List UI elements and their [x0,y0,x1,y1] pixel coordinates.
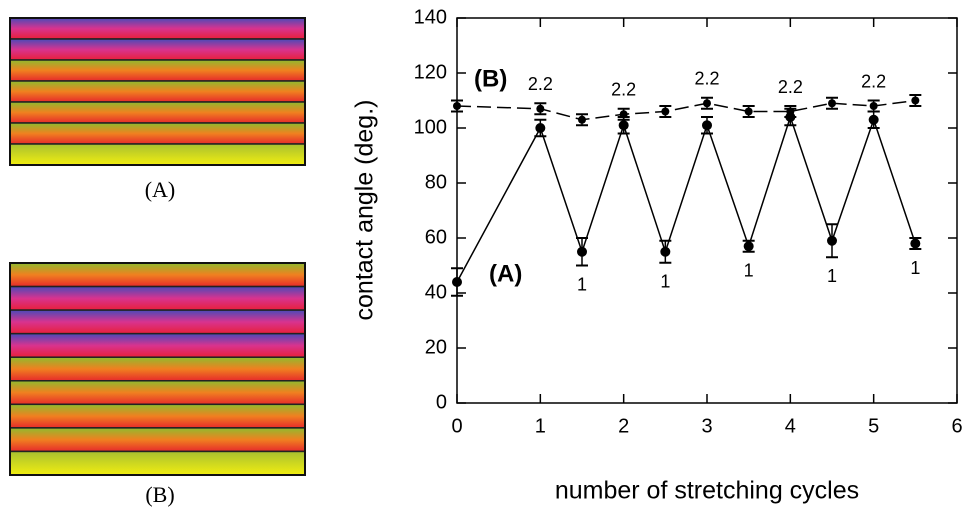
point-label: 2.2 [528,74,553,94]
point-label: 2.2 [611,80,636,100]
x-tick-label: 6 [951,415,962,437]
data-point [577,246,587,257]
data-point [743,241,754,252]
data-point [828,99,836,108]
data-point [619,110,628,119]
layer-stripe [9,80,306,103]
layer-stripe [9,380,306,406]
series-name: (B) [474,65,507,92]
point-label: 2.2 [778,77,803,97]
layer-stripe [9,59,306,82]
series-name: (A) [489,260,522,287]
y-tick-label: 100 [414,116,447,138]
layer-stripe [9,122,306,145]
x-tick-label: 5 [868,415,879,437]
panel-label: (A) [145,177,176,202]
x-tick-label: 4 [785,415,796,437]
layer-stripe [9,143,306,166]
data-point [869,102,878,110]
data-point [702,120,712,131]
data-point [911,96,920,105]
layer-stripe [9,332,306,358]
point-label: 2.2 [861,71,886,91]
y-tick-label: 0 [436,391,447,413]
data-point [827,235,837,246]
y-axis-label: contact angle (deg.) [351,100,379,321]
layer-stripe [9,38,306,61]
layer-stripe [9,450,306,476]
data-point [618,120,629,131]
layer-stripe [9,17,306,40]
layer-stripe [9,427,306,453]
y-tick-label: 20 [425,336,447,358]
y-tick-label: 80 [425,171,447,193]
data-point [660,246,671,257]
data-point [744,107,753,116]
point-label: 1 [910,258,920,278]
data-point [661,107,670,116]
panel-a-schematic [9,17,306,166]
panel-b-schematic [9,262,306,476]
point-label: 2.2 [694,69,719,89]
data-point [536,104,545,113]
data-point [535,123,546,133]
layer-stripe [9,403,306,429]
panel-label: (B) [145,482,174,507]
schematic-frame [9,17,306,166]
layer-stripe [9,262,306,288]
y-tick-label: 140 [414,6,447,28]
data-point [703,99,711,108]
y-tick-label: 120 [414,61,447,83]
layer-stripe [9,101,306,124]
x-tick-label: 0 [451,415,462,437]
y-tick-label: 60 [425,226,447,248]
layer-stripe [9,309,306,335]
series-line [456,114,917,283]
x-tick-label: 3 [701,415,712,437]
data-point [452,277,462,287]
y-tick-label: 40 [425,281,447,303]
point-label: 1 [744,261,754,281]
data-point [910,238,921,249]
layer-stripe [9,285,306,311]
x-axis-label: number of stretching cycles [555,477,859,505]
x-tick-label: 2 [618,415,629,437]
data-point [453,102,461,110]
layer-stripe [9,356,306,382]
schematic-frame [9,262,306,476]
point-label: 1 [577,274,587,294]
point-label: 1 [827,266,837,286]
x-tick-label: 1 [535,415,546,437]
data-point [578,115,586,124]
data-point [868,114,879,125]
point-label: 1 [660,272,670,292]
series-line [456,99,916,121]
data-point [786,107,795,116]
